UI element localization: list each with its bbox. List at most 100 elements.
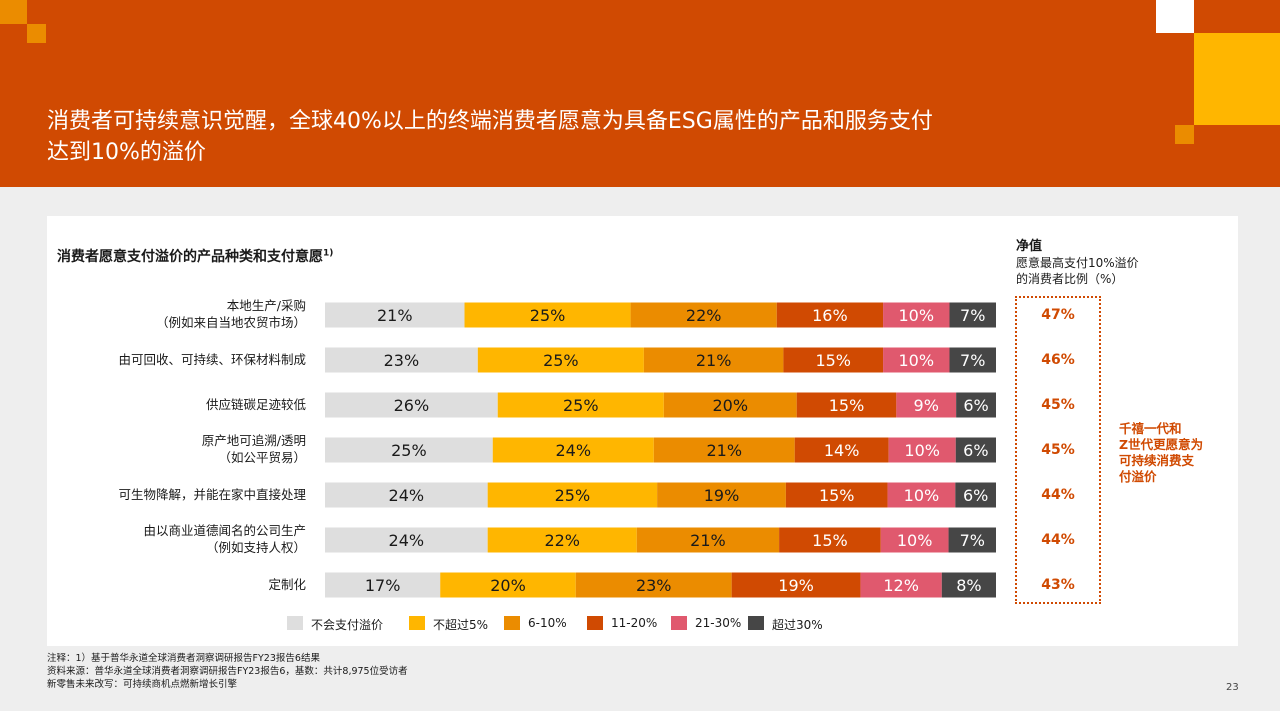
category-label-line: 供应链碳足迹较低 bbox=[205, 396, 306, 412]
net-value: 47% bbox=[1041, 307, 1075, 323]
category-label-line: 可生物降解，并能在家中直接处理 bbox=[118, 486, 306, 502]
bar-segment bbox=[487, 482, 658, 508]
bar-segment bbox=[887, 482, 956, 508]
bar-value-label: 25% bbox=[530, 306, 566, 325]
bar-value-label: 6% bbox=[963, 396, 988, 415]
bar-segment bbox=[783, 347, 884, 373]
category-label-line: （例如支持人权） bbox=[205, 540, 306, 555]
bar-value-label: 23% bbox=[384, 351, 420, 370]
bar-segment bbox=[325, 482, 488, 508]
bar-segment bbox=[653, 437, 795, 463]
bar-segment bbox=[492, 437, 654, 463]
category-label: 由以商业道德闻名的公司生产 （例如支持人权） bbox=[143, 522, 306, 556]
bar-value-label: 17% bbox=[365, 576, 401, 595]
bar-segment bbox=[497, 392, 664, 418]
bar-value-label: 12% bbox=[883, 576, 919, 595]
category-label-line: 由可回收、可持续、环保材料制成 bbox=[118, 351, 306, 367]
bar-value-label: 23% bbox=[636, 576, 672, 595]
legend-label: 不会支付溢价 bbox=[311, 618, 384, 632]
bar-segment bbox=[325, 527, 488, 553]
bar-segment bbox=[776, 302, 884, 328]
bar-value-label: 21% bbox=[706, 441, 742, 460]
legend-label: 超过30% bbox=[772, 618, 823, 632]
generation-note-line: Z世代更愿意为 bbox=[1119, 437, 1204, 452]
generation-note-line: 千禧一代和 bbox=[1119, 421, 1182, 436]
bar-value-label: 22% bbox=[686, 306, 722, 325]
net-value: 46% bbox=[1041, 352, 1075, 368]
bar-value-label: 26% bbox=[394, 396, 430, 415]
bar-segment bbox=[487, 527, 637, 553]
decor-square bbox=[0, 0, 27, 24]
legend-label: 6-10% bbox=[528, 616, 567, 630]
net-heading: 净值 愿意最高支付10%溢价 的消费者比例（%） bbox=[1016, 238, 1139, 287]
legend-swatch bbox=[671, 616, 687, 630]
bar-segment bbox=[796, 392, 897, 418]
bar-segment bbox=[949, 347, 996, 373]
page-number: 23 bbox=[1226, 682, 1239, 693]
bar-segment bbox=[883, 347, 950, 373]
bar-segment bbox=[464, 302, 631, 328]
bar-value-label: 10% bbox=[897, 531, 933, 550]
bar-value-label: 15% bbox=[815, 351, 851, 370]
bar-value-label: 20% bbox=[712, 396, 748, 415]
bar-segment bbox=[956, 392, 996, 418]
generation-note: 千禧一代和 Z世代更愿意为 可持续消费支 付溢价 bbox=[1119, 421, 1203, 485]
bar-value-label: 25% bbox=[563, 396, 599, 415]
page-title-line2: 达到10%的溢价 bbox=[47, 140, 206, 165]
bar-segment bbox=[794, 437, 889, 463]
legend-swatch bbox=[748, 616, 764, 630]
bar-value-label: 10% bbox=[898, 306, 934, 325]
legend-swatch bbox=[504, 616, 520, 630]
generation-note-line: 付溢价 bbox=[1119, 469, 1157, 484]
net-value: 43% bbox=[1041, 577, 1075, 593]
category-label: 定制化 bbox=[268, 576, 306, 593]
bar-value-label: 16% bbox=[812, 306, 848, 325]
page-title-line1: 消费者可持续意识觉醒，全球40%以上的终端消费者愿意为具备ESG属性的产品和服务… bbox=[47, 109, 933, 134]
legend-label: 11-20% bbox=[611, 616, 658, 630]
net-value: 44% bbox=[1041, 532, 1075, 548]
bar-value-label: 7% bbox=[960, 531, 985, 550]
bar-segment bbox=[325, 572, 441, 598]
bar-segment bbox=[955, 437, 996, 463]
bar-segment bbox=[860, 572, 942, 598]
category-label: 本地生产/采购 （例如来自当地农贸市场） bbox=[156, 297, 306, 331]
bar-value-label: 20% bbox=[490, 576, 526, 595]
bar-value-label: 19% bbox=[778, 576, 814, 595]
net-value: 44% bbox=[1041, 487, 1075, 503]
net-heading-sub2: 的消费者比例（%） bbox=[1016, 272, 1124, 286]
bar-value-label: 9% bbox=[914, 396, 939, 415]
bar-value-label: 25% bbox=[543, 351, 579, 370]
bar-value-label: 19% bbox=[704, 486, 740, 505]
bar-value-label: 25% bbox=[555, 486, 591, 505]
bar-segment bbox=[955, 482, 996, 508]
bar-segment bbox=[948, 527, 996, 553]
bar-segment bbox=[896, 392, 957, 418]
net-value: 45% bbox=[1041, 442, 1075, 458]
legend-label: 21-30% bbox=[695, 616, 742, 630]
category-label-line: 本地生产/采购 bbox=[226, 298, 306, 313]
bar-value-label: 8% bbox=[956, 576, 981, 595]
bar-value-label: 21% bbox=[696, 351, 732, 370]
bar-value-label: 21% bbox=[690, 531, 726, 550]
bar-segment bbox=[477, 347, 644, 373]
decor-square bbox=[1156, 0, 1194, 33]
bar-segment bbox=[325, 347, 478, 373]
category-label-line: 由以商业道德闻名的公司生产 bbox=[143, 523, 306, 538]
category-label: 供应链碳足迹较低 bbox=[206, 396, 306, 413]
category-label-line: （例如来自当地农贸市场） bbox=[155, 315, 306, 330]
bar-segment bbox=[941, 572, 996, 598]
footnote-report: 新零售未来改写：可持续商机点燃新增长引擎 bbox=[47, 679, 238, 690]
bar-segment bbox=[440, 572, 576, 598]
bar-value-label: 24% bbox=[389, 486, 425, 505]
bar-segment bbox=[880, 527, 949, 553]
legend-swatch bbox=[409, 616, 425, 630]
bar-value-label: 6% bbox=[963, 486, 988, 505]
bar-segment bbox=[883, 302, 950, 328]
net-heading-title: 净值 bbox=[1016, 239, 1043, 254]
footnote-source: 资料来源：普华永道全球消费者洞察调研报告FY23报告6，基数：共计8,975位受… bbox=[47, 666, 408, 677]
bar-value-label: 7% bbox=[960, 306, 985, 325]
bar-segment bbox=[325, 437, 493, 463]
category-label: 由可回收、可持续、环保材料制成 bbox=[118, 351, 306, 368]
net-heading-sub1: 愿意最高支付10%溢价 bbox=[1016, 256, 1139, 270]
bar-segment bbox=[657, 482, 786, 508]
